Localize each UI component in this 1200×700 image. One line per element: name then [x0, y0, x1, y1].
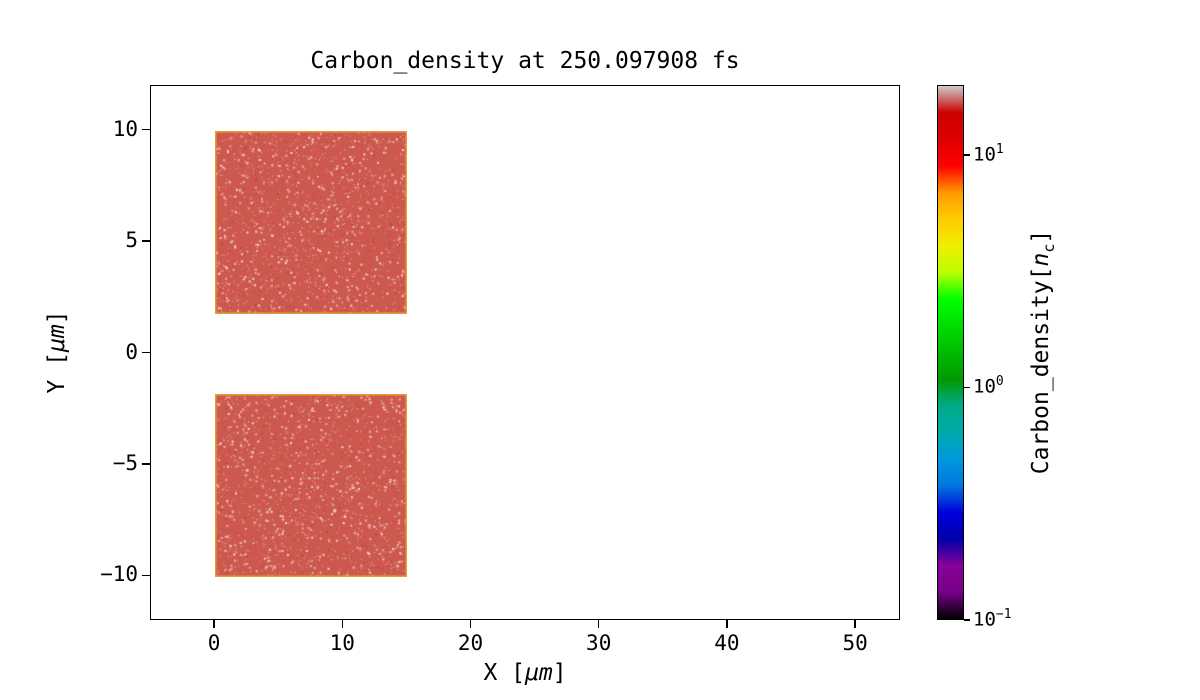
y-tick-label: 10	[112, 116, 138, 141]
x-tick-label: 10	[329, 631, 355, 655]
y-axis-label-close: ]	[44, 310, 70, 325]
x-axis-label-unit: μm	[524, 660, 553, 686]
y-tick-label: −10	[100, 562, 138, 587]
x-tick-label: 30	[586, 631, 612, 655]
y-tick-mark	[142, 574, 150, 577]
y-tick-label: −5	[112, 450, 138, 475]
y-tick-label: 0	[125, 339, 138, 364]
colorbar-tick-label: 100	[973, 374, 1004, 398]
y-tick-label: 5	[125, 228, 138, 253]
colorbar-tick-mark	[964, 619, 970, 621]
density-region-lower-carbon-slab	[215, 394, 407, 577]
y-tick-mark	[142, 128, 150, 131]
x-tick-label: 20	[457, 631, 484, 655]
x-tick-label: 50	[842, 631, 868, 655]
y-tick-mark	[142, 463, 150, 465]
colorbar-tick-mark	[964, 386, 970, 389]
colorbar-label-symbol: n	[1028, 252, 1055, 267]
x-tick-mark	[597, 620, 600, 628]
y-axis-label-text: Y [	[44, 352, 70, 394]
y-tick-mark	[142, 351, 150, 354]
colorbar-tick-label: 10−1	[973, 607, 1012, 631]
colorbar-label-subscript: c	[1039, 243, 1058, 253]
x-tick-mark	[726, 620, 728, 628]
colorbar-label-text: Carbon_density[	[1028, 266, 1055, 475]
plot-title: Carbon_density at 250.097908 fs	[310, 48, 740, 74]
colorbar-label-close: ]	[1028, 229, 1055, 244]
plot-area	[150, 85, 900, 620]
x-tick-mark	[213, 620, 215, 628]
x-axis-label: X [μm]	[150, 660, 900, 686]
colorbar-tick-mark	[964, 154, 970, 156]
y-axis-label-unit: μm	[44, 324, 70, 353]
x-tick-mark	[469, 620, 472, 628]
x-tick-label: 0	[207, 631, 221, 655]
density-region-upper-carbon-slab	[215, 131, 407, 314]
x-axis-label-text: X [	[483, 660, 525, 686]
y-axis-label: Y [μm]	[44, 310, 70, 393]
x-tick-mark	[341, 620, 344, 628]
colorbar	[937, 85, 964, 620]
colorbar-label: Carbon_density[nc]	[1028, 230, 1058, 474]
x-tick-mark	[854, 620, 856, 628]
y-tick-mark	[142, 240, 150, 242]
x-axis-label-close: ]	[552, 660, 567, 686]
x-tick-label: 40	[714, 631, 740, 655]
colorbar-tick-label: 101	[973, 141, 1004, 166]
